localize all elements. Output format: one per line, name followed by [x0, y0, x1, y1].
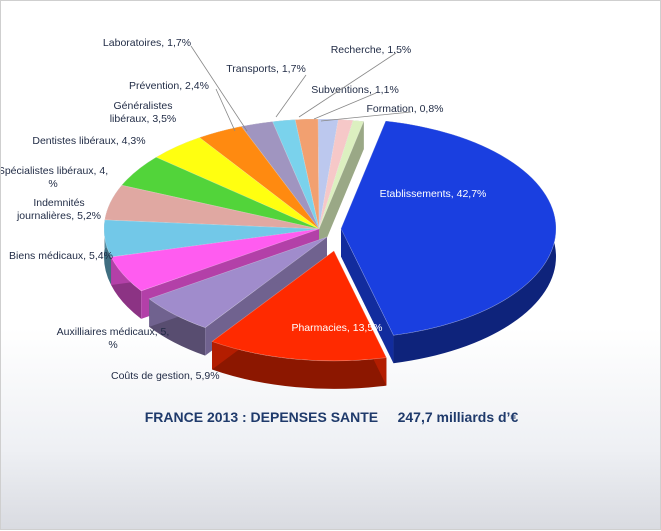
slice-label-8: Dentistes libéraux, 4,3% — [32, 135, 145, 147]
slice-label-7: Spécialistes libéraux, 4,% — [1, 165, 108, 190]
slice-label-12: Transports, 1,7% — [226, 63, 306, 75]
pie-slice-1 — [340, 120, 557, 364]
pie-slice-top — [318, 120, 365, 230]
pie-slice-side — [212, 341, 387, 389]
leader-line — [275, 74, 307, 118]
slice-label-4: Auxilliaires médicaux, 5,% — [57, 326, 170, 351]
pie-labels: Etablissements, 42,7% Pharmacies, 13,5% Co… — [1, 37, 486, 382]
chart-total: 247,7 milliards d’€ — [397, 409, 519, 425]
pie-slice-15 — [318, 120, 365, 258]
chart-title: FRANCE 2013 : DEPENSES SANTE — [144, 409, 379, 425]
pie-slice-top — [340, 120, 557, 336]
pie-slice-top — [110, 228, 320, 292]
pie-slice-edge — [319, 121, 364, 257]
slice-label-13: Recherche, 1,5% — [331, 44, 412, 56]
leader-line — [215, 88, 236, 132]
slice-label-3: Coûts de gestion, 5,9% — [111, 370, 220, 382]
pie-slice-top — [211, 250, 387, 362]
pie-slice-top — [240, 121, 320, 230]
pie-slice-2 — [211, 250, 387, 389]
leader-line — [320, 111, 412, 122]
chart-title-line: FRANCE 2013 : DEPENSES SANTE 247,7 milli… — [1, 409, 661, 425]
slice-label-9: Généralistes libéraux, 3,5% — [110, 100, 177, 125]
leader-line — [313, 92, 377, 120]
slice-label-5: Biens médicaux, 5,4% — [9, 250, 113, 262]
pie-slice-top — [103, 219, 320, 258]
pie-slice-edge — [341, 228, 394, 364]
pie-slice-top — [121, 156, 320, 230]
pie-slice-top — [148, 236, 328, 328]
slice-label-1: Etablissements, 42,7% — [380, 188, 487, 200]
pie-slice-top — [294, 118, 320, 230]
leader-line — [298, 52, 397, 118]
slice-label-6: Indemnités journalières, 5,2% — [16, 197, 101, 222]
pie-slice-top — [272, 119, 320, 230]
pie-slice-side — [103, 219, 112, 286]
leader-line — [190, 45, 248, 132]
pie-slice-top — [104, 184, 320, 230]
slice-label-2: Pharmacies, 13,5% — [291, 322, 382, 334]
pie-slices — [103, 118, 557, 389]
slice-label-14: Subventions, 1,1% — [311, 84, 399, 96]
slice-label-15: Formation, 0,8% — [366, 103, 443, 115]
slice-label-11: Laboratoires, 1,7% — [103, 37, 191, 49]
pie-slice-top — [155, 137, 320, 230]
pie-slice-top — [198, 126, 320, 230]
slice-label-10: Prévention, 2,4% — [129, 80, 209, 92]
